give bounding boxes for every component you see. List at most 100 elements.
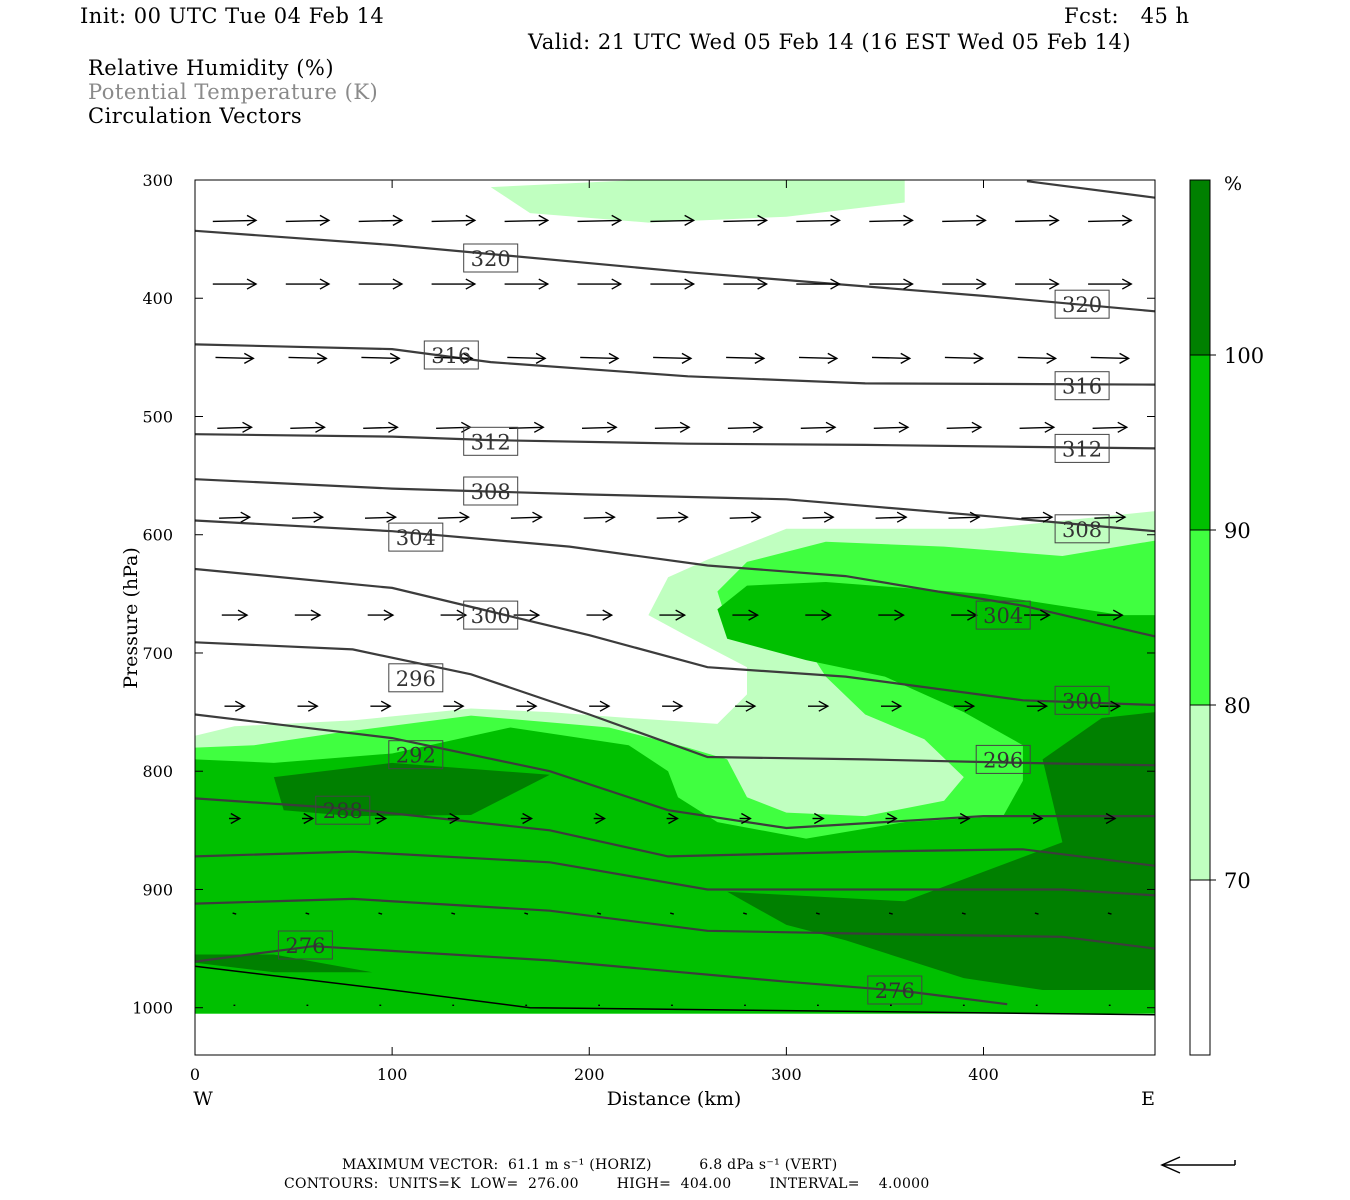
contour-label-text: 320	[471, 247, 511, 271]
y-tick-label: 500	[142, 407, 173, 426]
colorbar-unit-label: %	[1224, 173, 1242, 195]
contour-label: 304	[975, 600, 1031, 630]
circulation-vector	[802, 511, 835, 523]
contour-label-box	[1054, 685, 1110, 715]
vector-shaft	[727, 426, 763, 429]
circulation-vector	[431, 214, 477, 226]
contour-label-text: 308	[471, 480, 511, 504]
vector-head	[900, 352, 912, 364]
circulation-vector	[586, 609, 614, 621]
circulation-vector	[1107, 912, 1112, 915]
circulation-vector	[796, 278, 841, 290]
vector-head	[605, 511, 616, 523]
circulation-vector	[285, 214, 331, 226]
circulation-vector	[1015, 214, 1060, 226]
colorbar-level-label: 90	[1224, 519, 1251, 543]
circulation-vector	[1026, 700, 1049, 712]
y-tick-label: 700	[142, 644, 173, 663]
vector-shaft	[1090, 356, 1129, 360]
vector-head	[538, 214, 550, 226]
init-time: Init: 00 UTC Tue 04 Feb 14	[80, 4, 385, 28]
vector-head	[462, 352, 474, 364]
vector-shaft	[580, 356, 619, 360]
vector-head	[303, 812, 315, 825]
vector-shaft	[654, 426, 690, 429]
theta-contour-320	[1026, 180, 1155, 199]
x-tick-label: 0	[190, 1065, 200, 1084]
vector-shaft	[1107, 912, 1112, 915]
circulation-vector	[666, 812, 679, 825]
vector-shaft	[437, 516, 469, 519]
contour-label-box	[975, 744, 1031, 774]
contour-label: 316	[1054, 371, 1110, 401]
vector-head	[392, 214, 404, 226]
y-tick-label: 400	[142, 289, 173, 308]
vector-head	[969, 511, 981, 523]
vector-head	[538, 278, 550, 290]
colorbar-level-label: 100	[1224, 344, 1264, 368]
vector-head	[319, 214, 331, 226]
vector-shaft	[524, 912, 529, 915]
vector-head	[315, 421, 326, 433]
contour-label: 308	[1054, 514, 1110, 544]
theta-contour-300	[195, 567, 1155, 707]
vector-head	[240, 511, 252, 523]
vector-head	[230, 812, 242, 825]
contour-label-text: 292	[396, 744, 436, 768]
x-tick-label: 100	[377, 1065, 408, 1084]
circulation-vector	[726, 352, 766, 364]
vector-shaft	[653, 356, 691, 360]
circulation-vector	[217, 421, 253, 433]
vector-head	[1121, 214, 1133, 226]
theta-contour-296	[195, 641, 1155, 767]
circulation-vector	[650, 214, 696, 226]
contour-label-text: 304	[983, 604, 1023, 628]
vector-head	[376, 812, 388, 825]
circulation-vector	[1021, 511, 1054, 523]
vector-head	[971, 421, 983, 433]
forecast-hour: Fcst: 45 h	[1064, 4, 1190, 28]
circulation-vector	[212, 214, 258, 226]
contour-label-box	[388, 740, 444, 770]
vector-head	[830, 278, 841, 290]
vector-head	[1105, 812, 1117, 825]
contour-label-text: 312	[1062, 437, 1102, 461]
contour-label: 320	[1054, 289, 1110, 319]
vector-head	[1037, 700, 1049, 712]
vector-shaft	[726, 356, 764, 360]
circulation-vector	[370, 700, 392, 712]
vector-head	[678, 511, 689, 523]
contour-label-text: 288	[323, 799, 363, 823]
circulation-vector	[215, 352, 255, 364]
circulation-vector	[358, 214, 404, 226]
vector-shaft	[597, 912, 602, 915]
vector-shaft	[650, 219, 694, 223]
circulation-vector	[524, 912, 529, 915]
circulation-vector	[953, 700, 976, 712]
circulation-vector	[659, 609, 687, 621]
vector-head	[818, 700, 830, 712]
vector-head	[392, 278, 404, 290]
circulation-vector	[516, 700, 538, 712]
vector-head	[903, 278, 914, 290]
vector-shaft	[581, 426, 617, 429]
circulation-vector	[1015, 278, 1060, 290]
vector-shaft	[800, 426, 836, 429]
vector-shaft	[361, 356, 400, 360]
vector-shaft	[798, 356, 837, 360]
contour-label-box	[315, 795, 371, 825]
colorbar-segment	[1189, 354, 1211, 531]
y-tick-label: 1000	[132, 999, 173, 1018]
vector-head	[754, 352, 766, 364]
vector-head	[684, 214, 696, 226]
vector-shaft	[875, 516, 907, 519]
contour-label-box	[463, 476, 519, 506]
vector-shaft	[504, 219, 548, 223]
vector-shaft	[431, 219, 475, 223]
vector-shaft	[219, 516, 250, 519]
theta-contour-292	[195, 713, 1155, 830]
colorbar-segment	[1189, 179, 1211, 356]
vector-shaft	[796, 219, 840, 223]
vector-shaft	[290, 426, 325, 429]
